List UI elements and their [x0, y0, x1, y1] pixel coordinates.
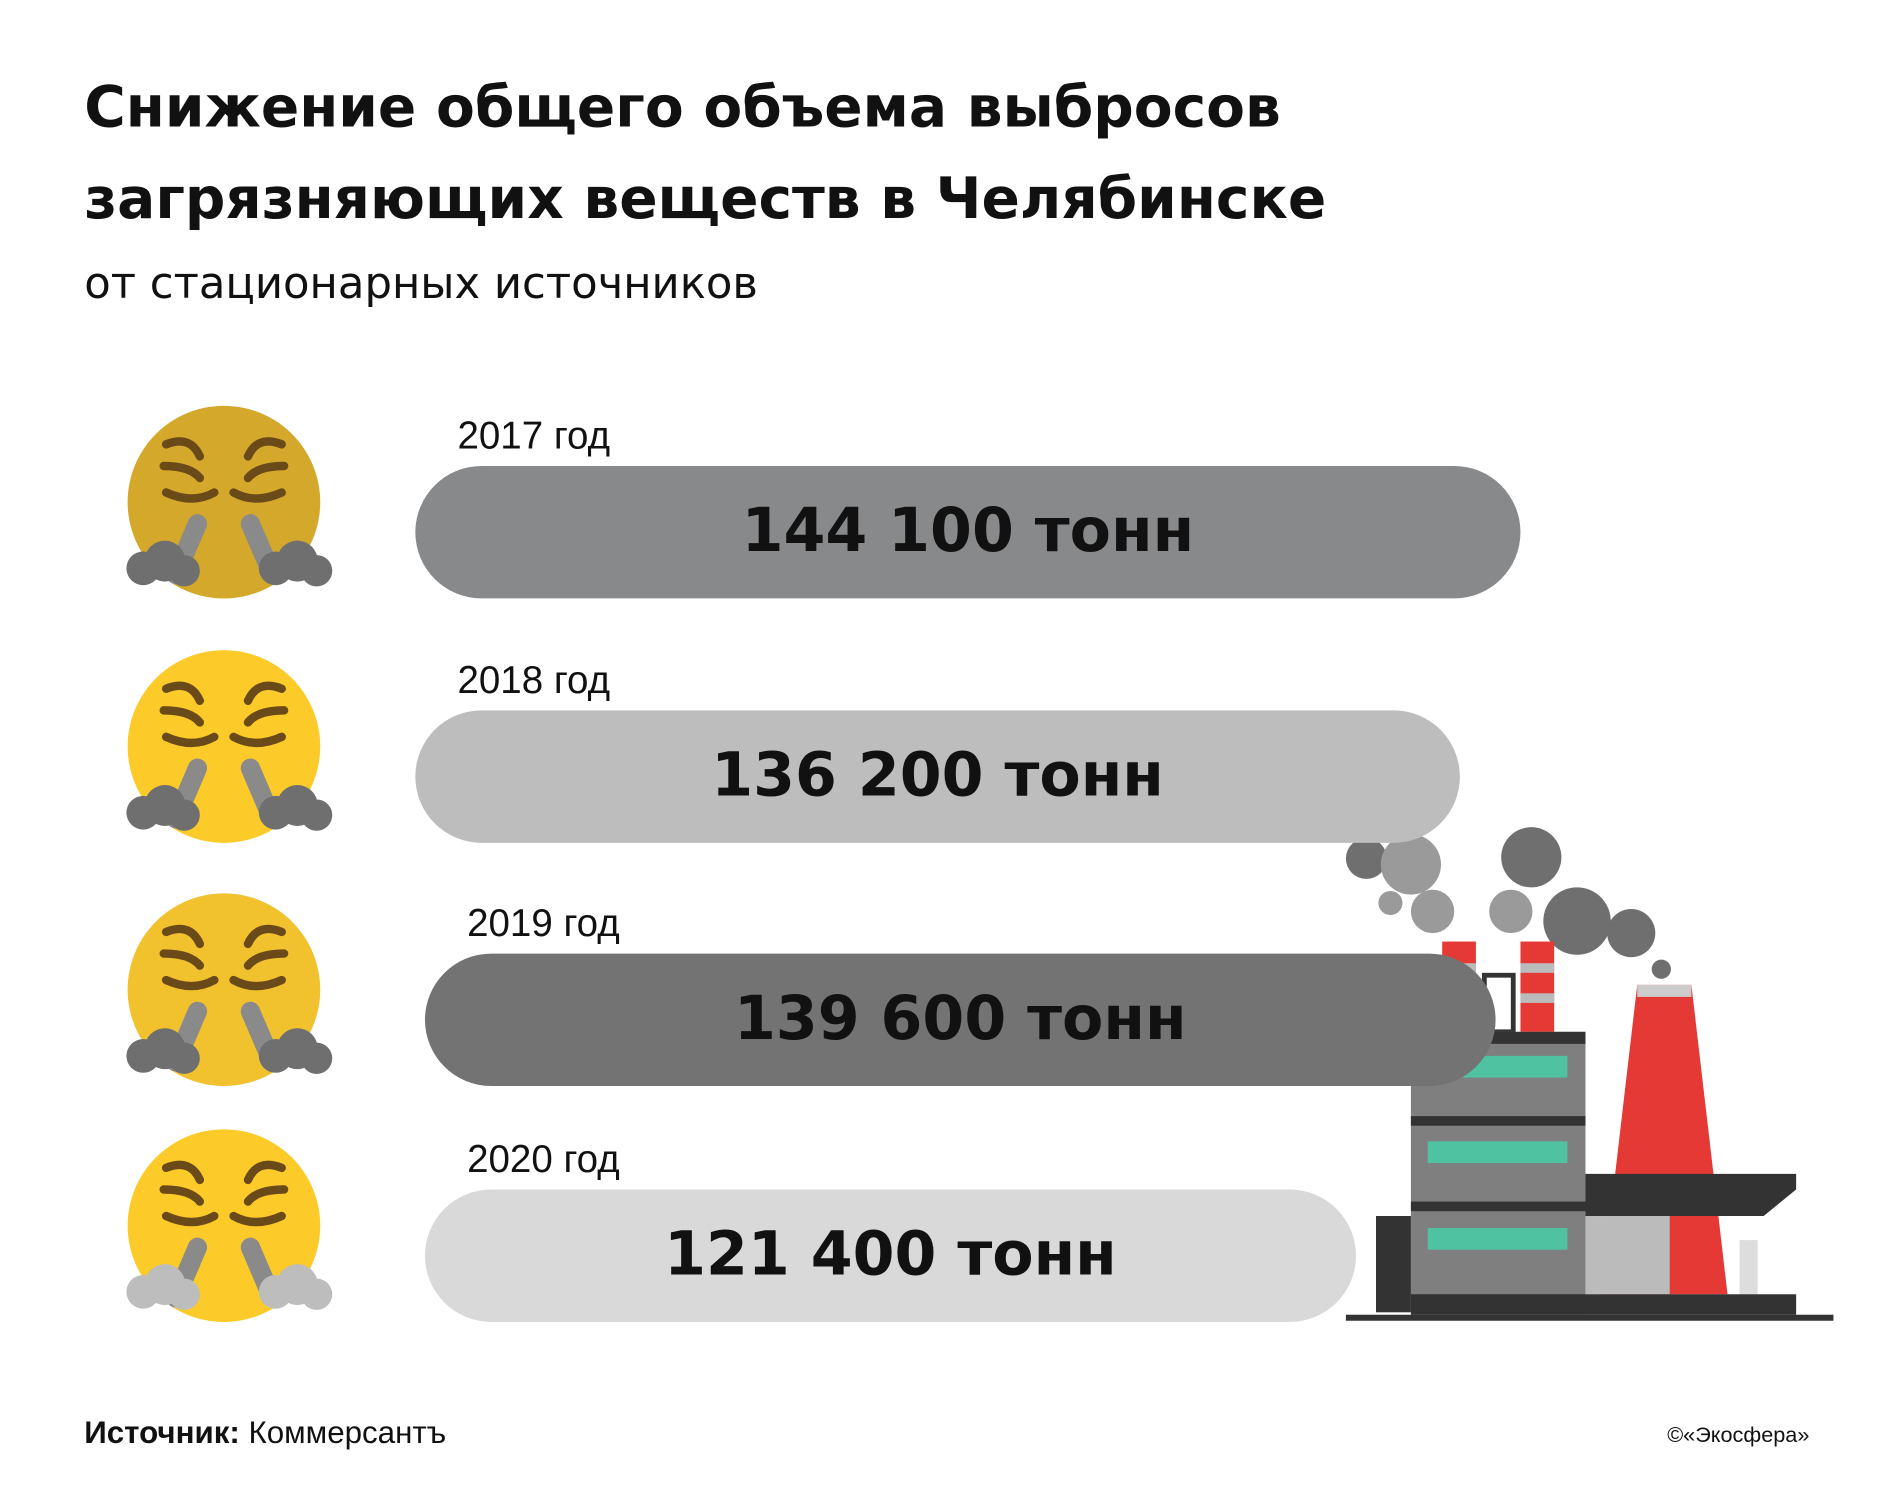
- steam-puff: [168, 555, 200, 587]
- emoji-column: [126, 405, 333, 1322]
- steam-puff: [300, 799, 333, 831]
- copyright: ©«Экосфера»: [1667, 1422, 1809, 1447]
- bar: [415, 710, 1460, 843]
- value-label: 144 100 тонн: [742, 496, 1195, 566]
- factory-illustration: [1345, 827, 1834, 1321]
- steam-puff: [168, 1278, 200, 1310]
- bar: [424, 953, 1496, 1086]
- steam-puff: [300, 555, 333, 587]
- steam-puff: [168, 1042, 200, 1074]
- bar: [424, 1189, 1356, 1322]
- source: Источник: Коммерсантъ: [84, 1415, 446, 1450]
- value-label: 139 600 тонн: [734, 984, 1187, 1054]
- title-line: загрязняющих веществ в Челябинске: [84, 166, 1326, 232]
- steam-puff: [168, 799, 200, 831]
- steam-puff: [300, 1278, 333, 1310]
- source-label: Источник:: [84, 1415, 240, 1450]
- value-label: 136 200 тонн: [711, 741, 1164, 811]
- category-label: 2019 год: [467, 902, 620, 945]
- value-label: 121 400 тонн: [664, 1220, 1117, 1290]
- bar: [415, 466, 1521, 599]
- subtitle: от стационарных источников: [84, 259, 758, 309]
- category-label: 2018 год: [457, 659, 610, 702]
- title-line: Снижение общего объема выбросов: [84, 75, 1281, 141]
- category-label: 2017 год: [457, 414, 610, 457]
- category-label: 2020 год: [467, 1138, 620, 1181]
- source-name: Коммерсантъ: [249, 1415, 447, 1450]
- steam-puff: [300, 1042, 333, 1074]
